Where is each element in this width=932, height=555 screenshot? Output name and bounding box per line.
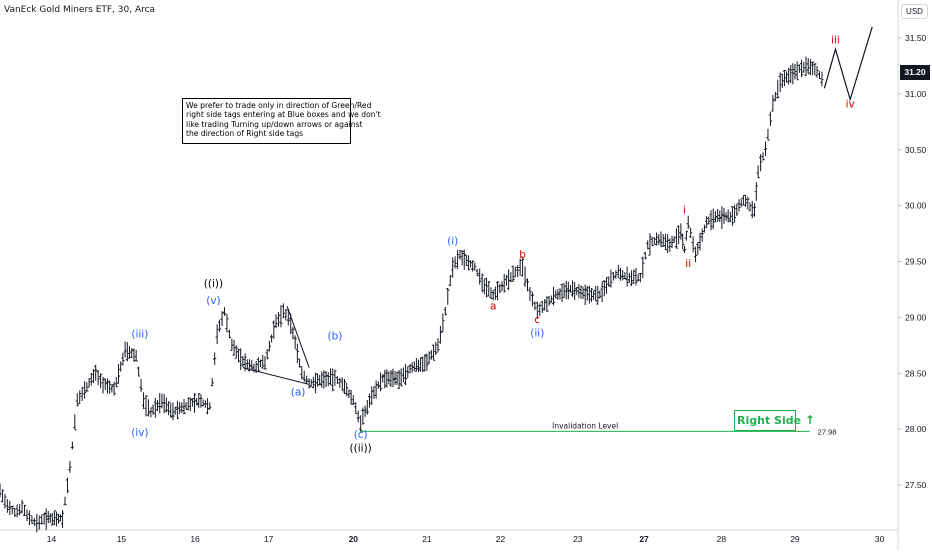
y-tick-label: 27.50 [905, 480, 927, 490]
x-tick-label: 16 [190, 534, 200, 544]
note-line: We prefer to trade only in direction of … [186, 101, 372, 110]
note-line: the direction of Right side tags [186, 128, 304, 138]
right-side-tag: Right Side ↑ [734, 410, 815, 431]
note-line: like trading Turning up/down arrows or a… [186, 119, 363, 129]
trading-note: We prefer to trade only in direction of … [182, 98, 381, 144]
wave-label: ii [685, 258, 691, 270]
wave-label: a [490, 301, 496, 313]
y-tick-label: 28.00 [905, 424, 927, 434]
wave-label: iii [831, 35, 840, 47]
x-tick-label: 29 [790, 534, 800, 544]
x-tick-label: 21 [422, 534, 432, 544]
invalidation-label: Invalidation Level [552, 421, 618, 430]
x-tick-label: 15 [117, 534, 127, 544]
y-tick-label: 29.00 [905, 312, 927, 322]
note-line: right side tags entering at Blue boxes a… [186, 110, 381, 120]
x-tick-label: 27 [639, 534, 649, 544]
x-tick-label: 23 [573, 534, 583, 544]
last-price-tag: 31.20 [900, 65, 930, 80]
wave-label: (c) [354, 429, 368, 441]
projected-path-line [823, 26, 873, 102]
wave-label: (iii) [131, 328, 148, 340]
wave-label: (i) [447, 236, 458, 248]
y-tick-label: 30.00 [905, 201, 927, 211]
wave-label: ((ii)) [350, 442, 372, 454]
wave-label: (iv) [131, 427, 148, 439]
x-tick-label: 17 [264, 534, 274, 544]
wave-label: iv [846, 98, 855, 110]
x-tick-label: 30 [875, 534, 885, 544]
invalidation-value: 27.98 [818, 427, 837, 436]
wave-label: (v) [206, 295, 220, 307]
x-tick-label: 22 [496, 534, 506, 544]
y-tick-label: 31.50 [905, 33, 927, 43]
right-side-label: Right Side [737, 414, 802, 427]
wave-label: (ii) [530, 327, 544, 339]
y-tick-label: 31.00 [905, 89, 927, 99]
wave-label: b [519, 249, 526, 261]
x-tick-label: 28 [717, 534, 727, 544]
y-tick-label: 29.50 [905, 257, 927, 267]
y-tick-label: 30.50 [905, 145, 927, 155]
wave-label: (a) [291, 387, 306, 399]
x-tick-label: 14 [47, 534, 57, 544]
wave-label: c [534, 314, 540, 326]
arrow-up-icon: ↑ [804, 413, 815, 427]
wave-label: (b) [327, 331, 342, 343]
chart-title: VanEck Gold Miners ETF, 30, Arca [4, 5, 156, 15]
wave-label: i [683, 204, 686, 216]
wave-label: ((i)) [204, 278, 223, 290]
x-tick-label: 20 [349, 534, 359, 544]
y-tick-label: 28.50 [905, 368, 927, 378]
currency-button[interactable]: USD [901, 4, 928, 19]
